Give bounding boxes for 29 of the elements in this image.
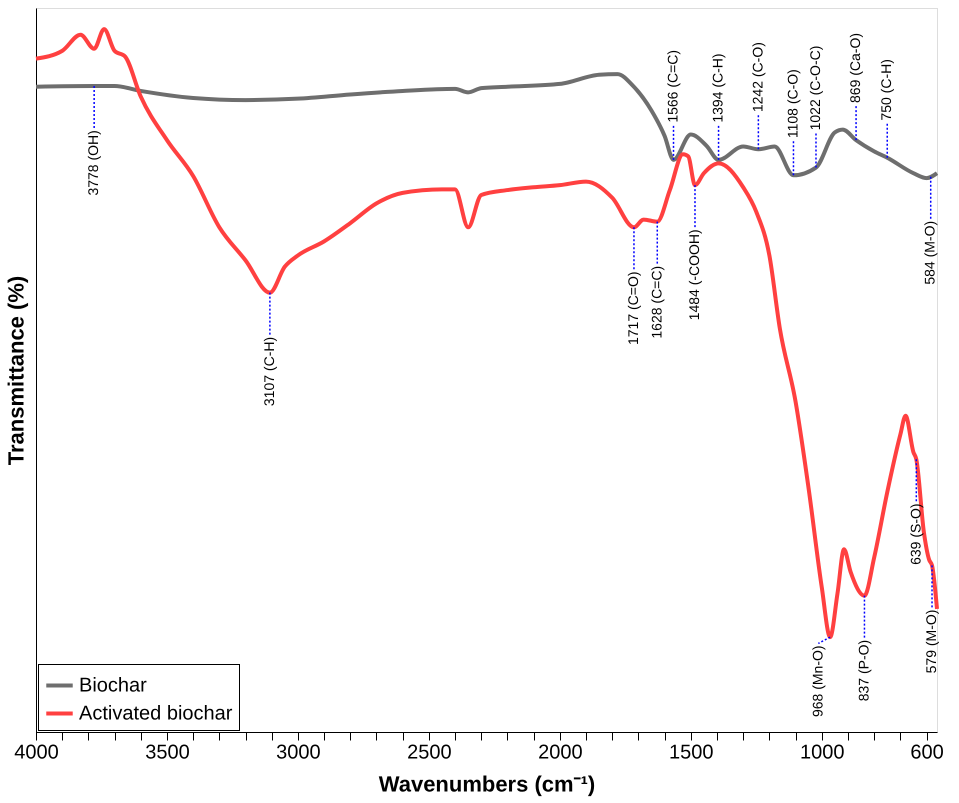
annotation: 3778 (OH) xyxy=(85,130,102,196)
annotation: 1628 (C=C) xyxy=(648,266,664,339)
annotation: 1717 (C=O) xyxy=(624,271,641,346)
annotation: 3107 (C-H) xyxy=(260,336,277,406)
annotation: 750 (C-H) xyxy=(878,59,894,121)
x-tick-label: 2500 xyxy=(407,742,452,764)
x-axis-title: Wavenumbers (cm⁻¹) xyxy=(378,772,596,796)
x-tick-label: 1000 xyxy=(800,742,845,764)
x-tick-label: 3500 xyxy=(145,742,190,764)
x-tick-label: 4000 xyxy=(14,742,59,764)
x-tick-label: 600 xyxy=(910,742,944,764)
y-axis-title: Transmittance (%) xyxy=(4,276,28,466)
annotation: 579 (M-O) xyxy=(923,610,940,674)
legend-label: Biochar xyxy=(79,674,148,696)
annotation: 1022 (C-O-C) xyxy=(806,46,823,130)
x-tick-label: 2000 xyxy=(538,742,583,764)
x-tick-label: 3000 xyxy=(276,742,321,764)
annotation: 1484 (-COOH) xyxy=(686,229,702,320)
annotation: 869 (Ca-O) xyxy=(847,32,864,103)
annotation: 968 (Mn-O) xyxy=(809,645,826,718)
annotation: 1108 (C-O) xyxy=(784,69,800,138)
annotation: 584 (M-O) xyxy=(922,220,938,285)
annotation: 639 (S-O) xyxy=(907,503,924,565)
legend-label: Activated biochar xyxy=(79,702,233,724)
annotation: 1566 (C=C) xyxy=(664,50,681,123)
annotation: 1242 (C-O) xyxy=(749,42,766,112)
annotation: 837 (P-O) xyxy=(855,640,872,702)
annotation: 1394 (C-H) xyxy=(710,53,726,123)
x-tick-label: 1500 xyxy=(669,742,714,764)
